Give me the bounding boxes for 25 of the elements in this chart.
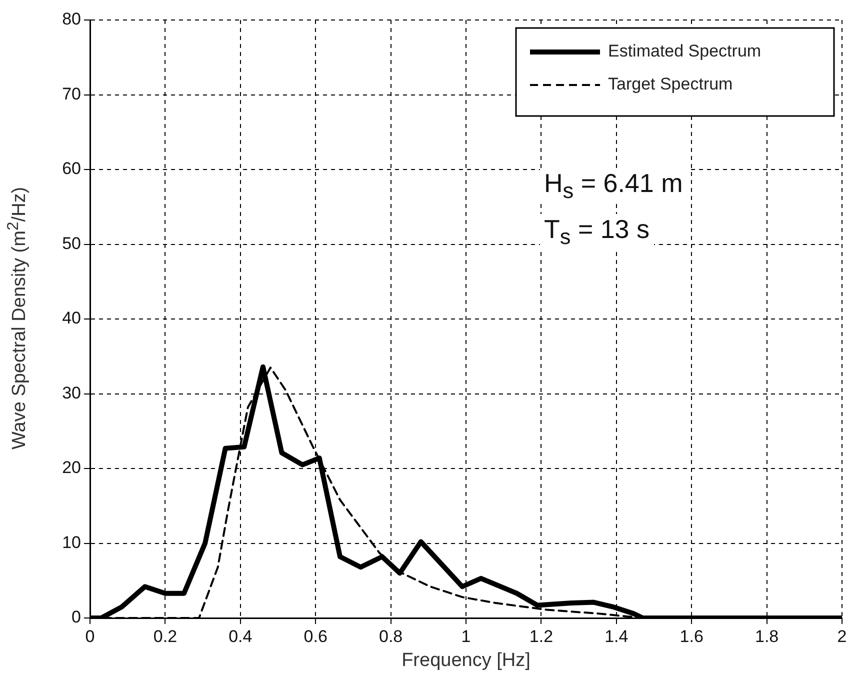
x-tick-label: 0 bbox=[85, 626, 95, 646]
x-tick-label: 1.4 bbox=[604, 626, 628, 646]
x-tick-label: 2 bbox=[837, 626, 847, 646]
y-tick-label: 40 bbox=[62, 308, 81, 328]
annotation: H$_{s}$ = 6.41 m bbox=[540, 168, 687, 204]
y-tick-label: 50 bbox=[62, 234, 81, 253]
annotation: T$_{s}$ = 13 s bbox=[540, 214, 654, 250]
y-tick-label: 20 bbox=[62, 458, 81, 478]
y-tick-label: 0 bbox=[72, 608, 81, 627]
y-tick-label: 70 bbox=[62, 84, 81, 104]
y-tick-label: 30 bbox=[62, 383, 81, 402]
y-tick-label: 10 bbox=[62, 532, 81, 552]
x-axis-title: Frequency [Hz] bbox=[400, 650, 532, 672]
x-tick-label: 1.2 bbox=[529, 626, 554, 646]
x-tick-label: 1.6 bbox=[680, 626, 704, 646]
x-tick-label: 1 bbox=[461, 626, 471, 646]
x-tick-label: 0.6 bbox=[304, 626, 328, 646]
y-tick-label: 60 bbox=[62, 159, 81, 178]
x-tick-label: 0.8 bbox=[378, 626, 403, 646]
x-tick-label: 0.2 bbox=[153, 626, 178, 646]
x-tick-label: 0.4 bbox=[228, 626, 252, 646]
legend-label: Estimated Spectrum bbox=[608, 42, 762, 61]
y-tick-label: 80 bbox=[62, 10, 81, 29]
legend-label: Target Spectrum bbox=[608, 74, 733, 94]
x-tick-label: 1.8 bbox=[754, 626, 779, 646]
